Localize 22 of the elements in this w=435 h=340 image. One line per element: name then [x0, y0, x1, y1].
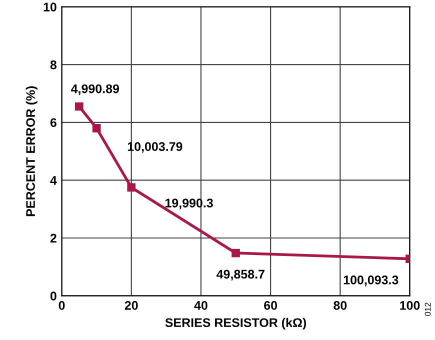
x-axis-title: SERIES RESISTOR (kΩ)	[165, 318, 306, 330]
y-tick-label: 0	[50, 292, 56, 300]
point	[92, 124, 101, 132]
y-tick-label: 4	[50, 176, 57, 185]
y-axis-title: PERCENT ERROR (%)	[26, 86, 38, 216]
y-tick-label: 2	[50, 234, 56, 243]
annotation: 49,858.7	[216, 270, 264, 280]
text: 012	[424, 302, 431, 316]
y-tick-label: 6	[50, 118, 56, 128]
y-tick-label: 10	[44, 2, 56, 12]
y-tick-label: 8	[50, 60, 57, 70]
x-tick-label: 20	[124, 300, 138, 310]
point	[127, 183, 136, 192]
point	[75, 102, 84, 111]
point	[232, 248, 240, 258]
x-tick-label: 100	[400, 300, 420, 310]
x-tick-label: 40	[194, 300, 208, 310]
x-tick-label: 80	[334, 300, 347, 310]
x-tick-label: 60	[264, 300, 278, 310]
annotation: 100,093.3	[344, 276, 398, 286]
x-tick-label: 0	[58, 300, 65, 310]
annotation: 4,990.89	[71, 84, 120, 96]
